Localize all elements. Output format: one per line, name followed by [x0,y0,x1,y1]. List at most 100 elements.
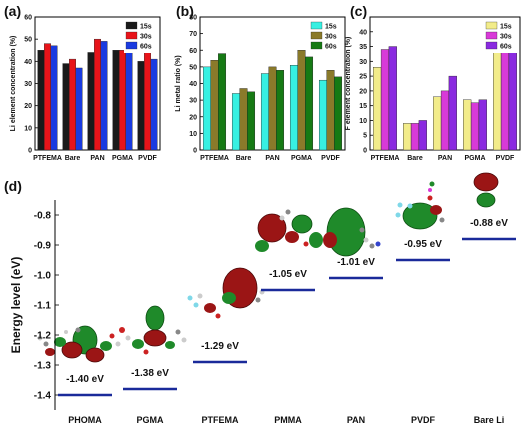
x-tick-label: PGMA [137,415,165,425]
y-tick-label: 80 [189,15,197,22]
energy-value-label: -1.29 eV [201,341,239,352]
bar-ptfema-15s [37,50,45,151]
legend-swatch [310,41,323,50]
bar-ptfema-60s [218,53,227,151]
bar-pgma-15s [463,99,472,151]
bar-bare-30s [69,58,76,151]
bar-pvdf-60s [150,58,158,151]
y-tick-label: -0.8 [34,211,52,222]
y-tick-label: 20 [189,114,197,121]
molecule-orbital-pgma [119,305,187,355]
legend-label: 60s [140,44,152,51]
x-tick-label: PAN [265,155,279,162]
legend-swatch [485,21,498,30]
y-tick-label: 50 [189,64,197,71]
legend-swatch [485,41,498,50]
energy-value-label: -1.01 eV [337,257,375,268]
y-tick-label: 10 [359,118,367,125]
panel-label-d: (d) [4,178,22,194]
x-tick-label: PGMA [291,155,312,162]
x-tick-label: PGMA [112,155,133,162]
y-axis-label: F element concentration (%) [345,37,352,131]
molecule-orbital-ptfema [187,267,265,319]
energy-value-label: -1.05 eV [269,269,307,280]
static-layer: (a) (b) (c) (d) [4,3,499,363]
y-tick-label: 10 [189,131,197,138]
bar-ptfema-60s [50,45,58,151]
x-tick-label: PGMA [465,155,486,162]
bar-pgma-30s [297,50,306,151]
y-tick-label: 40 [359,29,367,36]
x-tick-label: PTFEMA [200,155,229,162]
bar-bare-60s [75,67,83,151]
molecule-orbital-pvdf [395,181,445,230]
x-tick-label: PVDF [411,415,436,425]
y-tick-label: -1.0 [34,271,52,282]
bar-bare-15s [231,93,240,151]
y-tick-label: -1.1 [34,301,52,312]
energy-level-panel: -1.4 -1.3 -1.2 -1.1 -1.0 -0.9 -0.8 Energy level… [9,200,516,425]
energy-value-label: -0.95 eV [404,239,442,250]
bar-bare-60s [418,120,427,151]
bar-bare-60s [247,91,256,151]
y-tick-label: 30 [189,98,197,105]
x-tick-label: PVDF [321,155,340,162]
legend-label: 60s [500,44,512,51]
legend-swatch [125,21,138,30]
energy-value-label: -1.40 eV [66,374,104,385]
bar-pan-15s [433,96,442,151]
bar-pvdf-15s [493,52,502,151]
y-tick-label: 35 [359,44,367,51]
x-tick-label: PMMA [274,415,302,425]
x-tick-label: PVDF [496,155,515,162]
bar-ptfema-15s [373,67,382,151]
bar-pan-60s [100,41,108,151]
bar-pgma-60s [305,56,314,151]
bar-ptfema-30s [44,43,51,151]
legend-label: 30s [500,34,512,41]
legend-swatch [310,21,323,30]
bar-pvdf-15s [318,79,327,151]
energy-value-label: -0.88 eV [470,218,508,229]
bar-pvdf-15s [137,61,145,151]
legend-label: 60s [325,44,337,51]
bar-pvdf-60s [334,76,343,151]
x-tick-label: PAN [90,155,104,162]
bar-pan-60s [448,75,457,151]
bar-pgma-60s [125,52,133,151]
y-tick-label: 40 [24,59,32,66]
molecule-orbital-phoma [37,325,121,363]
bar-pgma-30s [119,50,126,151]
y-tick-label: 20 [24,103,32,110]
x-tick-label: Bare [407,155,423,162]
y-tick-label: -0.9 [34,241,52,252]
legend-swatch [125,41,138,50]
panel-label-a: (a) [4,3,21,19]
bar-bare-30s [410,123,420,151]
bar-panel-0: 0 10 20 30 40 50 60 Li element concentration (%… [10,15,161,162]
x-tick-label: Bare Li [474,415,505,425]
y-tick-label: -1.4 [34,391,52,402]
legend-label: 30s [325,34,337,41]
bar-pgma-30s [470,102,480,151]
y-tick-label: 0 [363,148,367,155]
y-axis-label: Li element concentration (%) [10,36,17,132]
orbital-bare-li [473,172,499,208]
legend-swatch [310,31,323,40]
panel-label-b: (b) [176,3,194,19]
energy-value-label: -1.38 eV [131,368,169,379]
legend-label: 30s [140,34,152,41]
x-tick-label: Bare [65,155,81,162]
y-tick-label: 30 [24,81,32,88]
y-tick-label: -1.3 [34,361,52,372]
y-tick-label: 0 [193,148,197,155]
legend-label: 15s [140,24,152,31]
bar-ptfema-30s [380,49,390,151]
bar-pan-30s [440,90,450,151]
bar-bare-15s [403,123,412,151]
bar-pgma-15s [289,65,298,151]
bar-pan-30s [268,66,277,151]
y-axis-label: Li metal ratio (%) [175,55,182,111]
